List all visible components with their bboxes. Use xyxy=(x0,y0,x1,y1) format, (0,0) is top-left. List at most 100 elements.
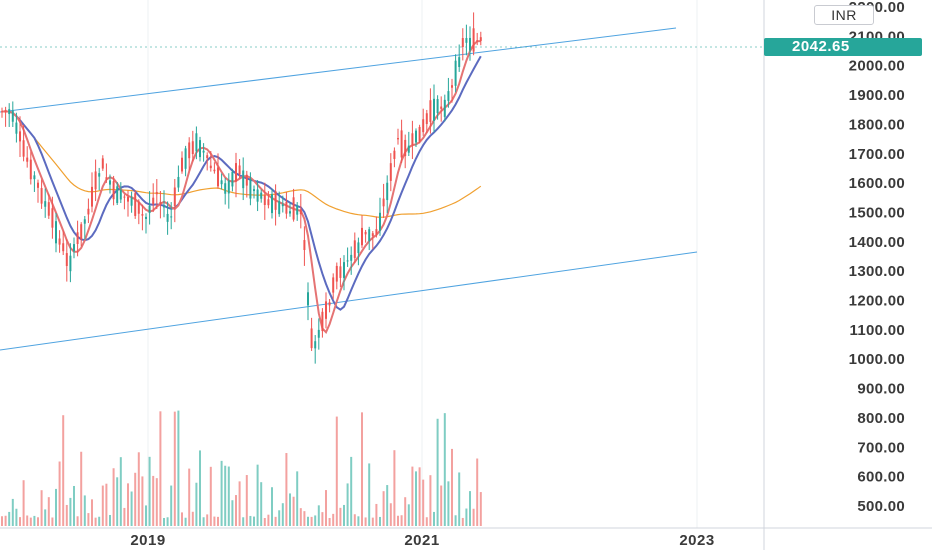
moving-averages xyxy=(2,40,482,334)
y-tick-label: 1300.00 xyxy=(849,263,905,280)
volume-bar xyxy=(469,491,471,526)
candle-body xyxy=(163,205,165,208)
candle-body xyxy=(152,197,155,205)
volume-bar xyxy=(220,460,223,526)
candle-body xyxy=(299,209,302,215)
y-tick-label: 900.00 xyxy=(857,381,905,398)
candle-body xyxy=(317,329,320,338)
y-tick-label: 600.00 xyxy=(857,469,905,486)
candle-body xyxy=(260,192,263,199)
candle-body xyxy=(368,229,371,242)
channel-lower-line[interactable] xyxy=(0,251,698,351)
volume-bar xyxy=(80,451,83,526)
candle-body xyxy=(109,180,111,185)
channel-upper-line[interactable] xyxy=(0,27,677,113)
candle-body xyxy=(26,157,29,162)
volume-bar xyxy=(242,517,245,526)
candle-body xyxy=(47,202,50,216)
candle-body xyxy=(159,201,162,205)
volume-bar xyxy=(163,517,165,526)
volume-bar xyxy=(83,495,86,526)
candle-body xyxy=(256,189,259,202)
candle-body xyxy=(325,301,327,319)
volume-bar xyxy=(58,461,61,526)
volume-bar xyxy=(249,515,252,526)
volume-bar xyxy=(389,503,392,526)
time-axis[interactable]: 2019 2021 2023 xyxy=(130,532,714,549)
currency-label[interactable]: INR xyxy=(814,5,874,25)
volume-bar xyxy=(418,467,421,526)
candle-body xyxy=(458,57,461,68)
channel-lines[interactable] xyxy=(0,27,698,351)
volume-bar xyxy=(55,488,57,526)
candle-body xyxy=(245,174,248,186)
volume-bar xyxy=(328,517,331,526)
candle-body xyxy=(465,38,468,43)
volume-bar xyxy=(332,513,335,526)
y-tick-label: 1900.00 xyxy=(849,87,905,104)
volume-bar xyxy=(188,468,191,526)
volume-bar xyxy=(364,517,367,526)
candle-body xyxy=(231,172,234,187)
volume-bar xyxy=(1,516,3,526)
price-axis[interactable]: 2200.002100.002000.001900.001800.001700.… xyxy=(849,0,905,515)
candle-body xyxy=(418,126,421,142)
y-tick-label: 1400.00 xyxy=(849,234,905,251)
volume-bar xyxy=(436,418,439,526)
candle-body xyxy=(461,38,464,48)
volume-bar xyxy=(65,504,68,526)
ma-short-line xyxy=(2,40,481,334)
volume-bar xyxy=(339,507,342,526)
candle-body xyxy=(98,173,101,177)
volume-bar xyxy=(87,513,90,526)
volume-bar xyxy=(289,493,291,526)
volume-bar xyxy=(209,466,212,526)
volume-bar xyxy=(22,480,25,526)
volume-bar xyxy=(321,512,324,526)
volume-bar xyxy=(181,512,183,526)
volume-bar xyxy=(235,495,237,526)
candle-body xyxy=(177,176,180,188)
volume-bar xyxy=(357,516,360,526)
volume-bar xyxy=(425,517,428,526)
candle-body xyxy=(429,100,432,122)
volume-bar xyxy=(245,475,248,526)
candle-body xyxy=(411,133,414,145)
volume-bar xyxy=(51,517,54,526)
volume-bar xyxy=(98,516,101,526)
candle-body xyxy=(379,212,381,231)
candle-body xyxy=(404,139,407,157)
candle-body xyxy=(321,311,324,332)
volume-bar xyxy=(335,416,338,526)
volume-bar xyxy=(271,487,273,526)
volume-bar xyxy=(123,507,126,526)
candle-body xyxy=(335,265,338,282)
volume-bar xyxy=(15,508,18,526)
volume-bar xyxy=(8,511,11,526)
volume-bar xyxy=(105,483,108,526)
volume-bar xyxy=(371,517,374,526)
candle-body xyxy=(15,122,18,134)
volume-bar xyxy=(411,466,414,526)
volume-bar xyxy=(33,515,36,526)
candle-body xyxy=(296,205,299,215)
candle-body xyxy=(242,170,245,189)
candle-body xyxy=(11,110,14,122)
candle-body xyxy=(155,192,158,195)
volume-bar xyxy=(173,411,176,526)
volume-bar xyxy=(19,517,21,526)
volume-bar xyxy=(422,479,425,526)
volume-bar xyxy=(137,452,140,526)
candle-body xyxy=(184,148,187,169)
volume-bar xyxy=(231,500,234,526)
candle-body xyxy=(400,130,403,158)
candle-body xyxy=(217,167,219,187)
candle-body xyxy=(274,191,277,210)
candle-body xyxy=(364,231,367,235)
volume-bar xyxy=(206,514,209,526)
candle-body xyxy=(371,233,374,237)
candle-body xyxy=(415,130,417,143)
volume-bar xyxy=(73,485,75,526)
volume-bar xyxy=(217,516,219,526)
